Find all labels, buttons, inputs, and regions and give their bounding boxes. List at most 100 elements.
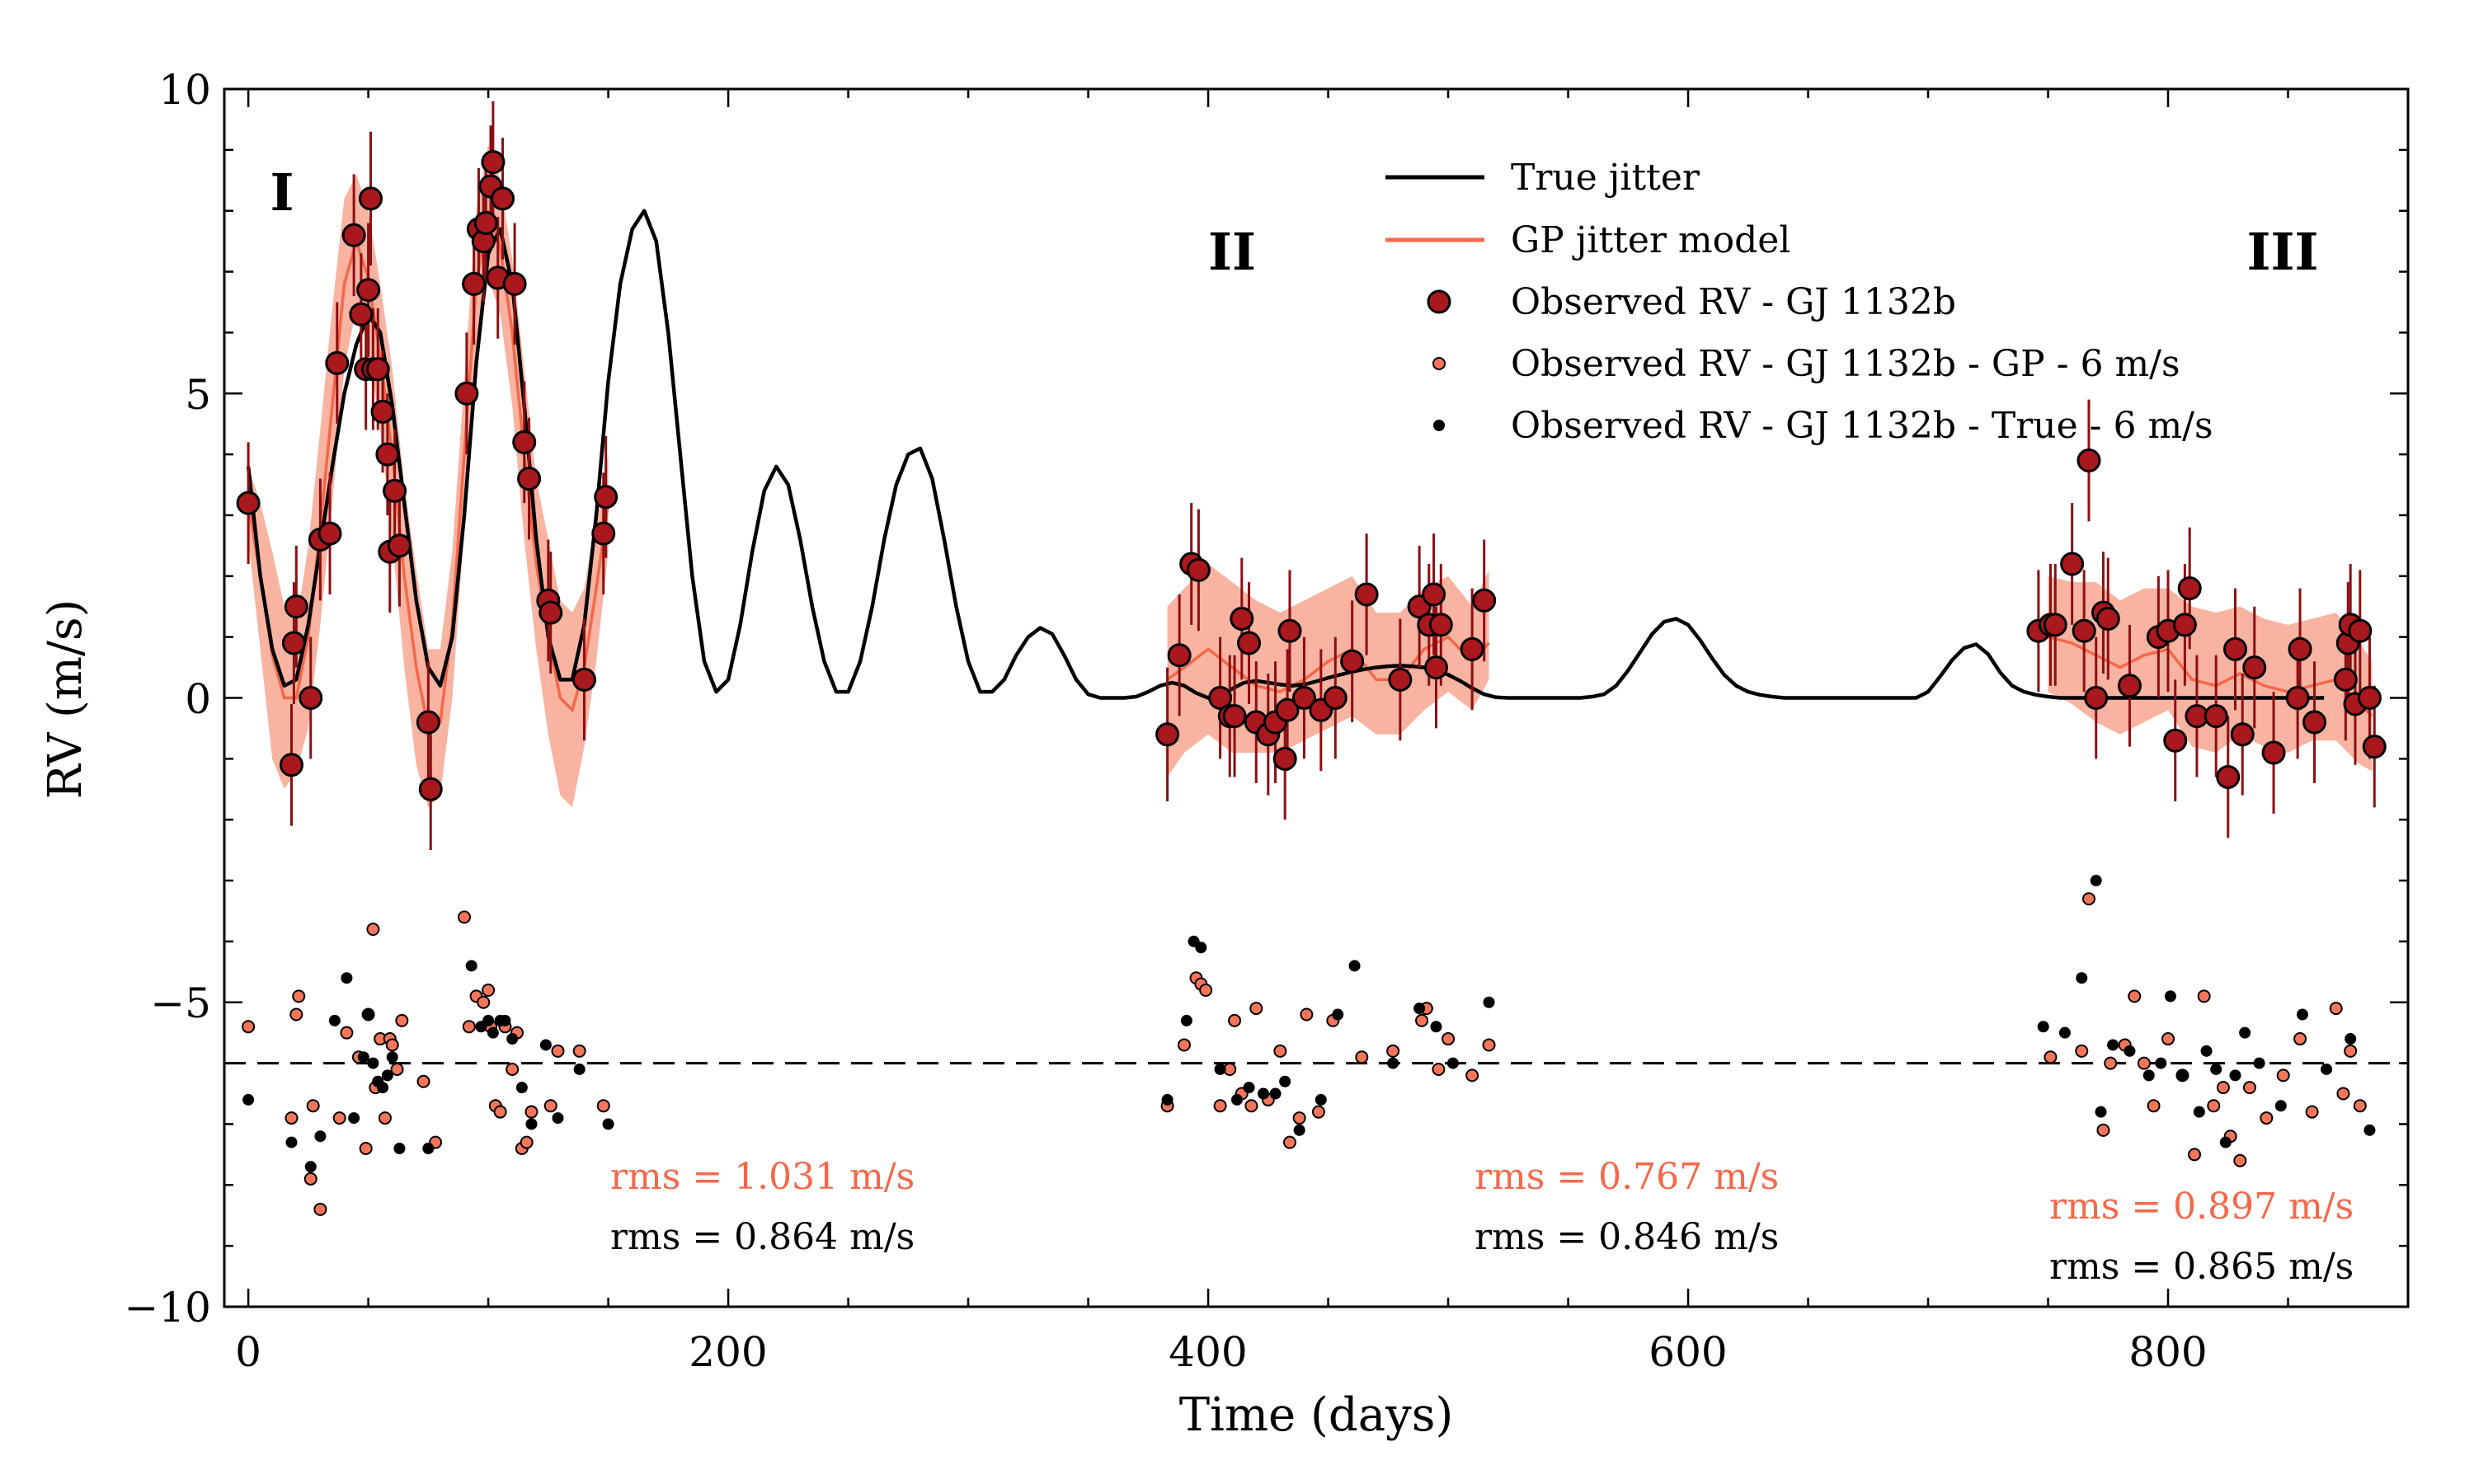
residual-gp-point (2147, 1099, 2161, 1113)
residual-true-point (2363, 1124, 2376, 1136)
residual-true-point (2142, 1069, 2155, 1082)
residual-gp-point (1244, 1099, 1258, 1113)
residual-gp-point (2128, 989, 2142, 1003)
legend-marker-residual-true (1433, 420, 1445, 431)
observed-rv-point (349, 302, 374, 326)
residual-gp-point (242, 1020, 256, 1034)
observed-rv-point (317, 521, 342, 546)
y-tick-label: 10 (158, 66, 211, 114)
observed-rv-point (2077, 448, 2101, 472)
residual-gp-point (2137, 1056, 2151, 1070)
residual-gp-point (524, 1105, 539, 1119)
rms-true-region-i: rms = 0.864 m/s (610, 1216, 915, 1258)
observed-rv-point (517, 467, 542, 491)
residual-true-point (285, 1136, 298, 1148)
residual-true-point (487, 1026, 499, 1039)
residual-gp-point (1465, 1068, 1479, 1082)
residual-gp-point (2233, 1153, 2247, 1167)
residual-gp-point (416, 1074, 430, 1088)
residual-true-point (2321, 1063, 2333, 1075)
observed-rv-point (2095, 606, 2120, 631)
observed-rv-point (2177, 576, 2202, 601)
observed-rv-point (2348, 618, 2373, 643)
observed-rv-point (462, 271, 487, 296)
x-tick-label: 0 (235, 1328, 261, 1376)
residual-true-point (2229, 1069, 2241, 1082)
rms-true-region-ii: rms = 0.846 m/s (1475, 1216, 1779, 1258)
rms-gp-region-i: rms = 1.031 m/s (610, 1156, 915, 1198)
observed-rv-point (418, 777, 443, 801)
observed-rv-point (454, 381, 479, 406)
residual-gp-point (506, 1062, 520, 1076)
residual-gp-point (1432, 1062, 1446, 1076)
observed-rv-point (325, 350, 350, 375)
axis-ticks (224, 87, 2408, 1308)
residual-gp-point (1282, 1135, 1296, 1149)
observed-rv-point (1323, 686, 1348, 710)
legend-marker-observed (1427, 289, 1451, 314)
residual-gp-point (482, 983, 496, 997)
legend-label-true-jitter: True jitter (1511, 157, 1700, 199)
residual-gp-point (303, 1172, 317, 1186)
legend-label-residual-gp: Observed RV - GJ 1132b - GP - 6 m/s (1511, 343, 2180, 385)
residual-true-point (1269, 1087, 1282, 1100)
observed-rv-point (1167, 643, 1192, 668)
observed-rv-point (591, 521, 616, 546)
observed-rv-point (2357, 686, 2382, 710)
rms-gp-region-ii: rms = 0.767 m/s (1475, 1156, 1779, 1198)
observed-rv-point (594, 485, 618, 510)
observed-rv-point (416, 710, 440, 735)
residual-gp-point (390, 1062, 404, 1076)
legend-marker-residual-gp (1432, 357, 1446, 370)
residual-true-point (2090, 875, 2102, 887)
residual-gp-point (1177, 1038, 1191, 1052)
residual-gp-point (2207, 1099, 2221, 1113)
y-tick-label: −10 (124, 1284, 211, 1331)
residual-true-point (1446, 1057, 1459, 1069)
residual-true-point (328, 1014, 341, 1026)
legend-label-residual-true: Observed RV - GJ 1132b - True - 6 m/s (1511, 405, 2213, 447)
residual-gp-point (477, 995, 491, 1009)
observed-rv-point (279, 753, 303, 777)
residual-true-point (2296, 1008, 2308, 1021)
observed-rv-point (491, 186, 515, 211)
observed-rv-point (1291, 686, 1316, 710)
residual-gp-point (1482, 1038, 1496, 1052)
observed-rv-point (281, 631, 306, 655)
rms-annotations: rms = 1.031 m/s rms = 0.864 m/s rms = 0.… (610, 1156, 2354, 1288)
residual-true-point (2200, 1045, 2213, 1057)
residual-gp-point (2044, 1050, 2058, 1064)
residual-gp-point (306, 1099, 320, 1113)
residual-gp-point (1199, 983, 1213, 997)
observed-rv-point (1354, 582, 1379, 607)
observed-rv-point (236, 491, 261, 515)
legend-label-gp-model: GP jitter model (1511, 219, 1790, 261)
residual-gp-point (2353, 1099, 2367, 1113)
observed-rv-point (370, 399, 395, 424)
observed-rv-point (375, 442, 400, 467)
observed-rv-point (284, 594, 308, 619)
x-tick-label: 200 (689, 1328, 767, 1376)
residual-gp-point (520, 1135, 534, 1149)
residual-true-point (1332, 1008, 1344, 1021)
observed-rv-point (2043, 613, 2067, 637)
observed-rv-points (236, 150, 2387, 801)
observed-rv-point (1423, 655, 1448, 680)
residual-true-point (1279, 1075, 1291, 1087)
observed-rv-point (2362, 735, 2387, 759)
observed-rv-point (2302, 710, 2327, 735)
rms-gp-region-iii: rms = 0.897 m/s (2049, 1186, 2354, 1228)
residual-gp-point (1300, 1007, 1314, 1021)
observed-rv-point (341, 223, 366, 247)
x-tick-label: 600 (1649, 1328, 1727, 1376)
residual-gp-point (292, 989, 306, 1003)
observed-rv-point (299, 686, 323, 710)
residual-true-point (2155, 1057, 2167, 1069)
observed-rv-point (1208, 686, 1233, 710)
residual-gp-point (359, 1141, 373, 1155)
residual-true-point (393, 1142, 406, 1154)
residual-gp-points (242, 892, 2367, 1216)
residual-true-point (2274, 1100, 2287, 1112)
residual-true-point (506, 1033, 519, 1045)
residual-true-point (422, 1142, 435, 1154)
